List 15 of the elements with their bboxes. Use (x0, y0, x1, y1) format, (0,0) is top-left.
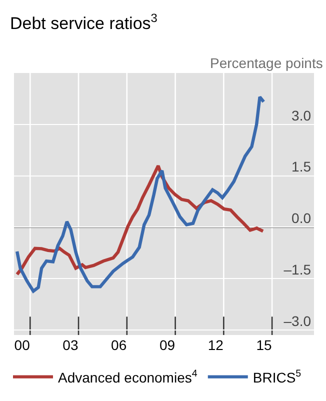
y-tick-label: 3.0 (292, 107, 312, 124)
y-tick-label: –3.0 (284, 312, 312, 329)
y-axis-title: Percentage points (210, 55, 323, 71)
y-tick-label: 0.0 (292, 210, 312, 226)
chart-title: Debt service ratios$^{3}$ (10, 11, 158, 34)
x-tick-label: 06 (111, 337, 127, 353)
x-tick-label: 00 (14, 337, 30, 353)
y-tick-label: –1.5 (284, 261, 312, 278)
x-tick-label: 03 (62, 337, 78, 353)
x-tick-label: 15 (256, 337, 272, 353)
y-tick-label: 1.5 (292, 158, 312, 175)
x-tick-label: 09 (159, 337, 176, 353)
legend-label: BRICS$^{5}$ (252, 368, 302, 386)
legend-label: Advanced economies$^{4}$ (58, 368, 198, 386)
x-tick-label: 12 (208, 337, 224, 353)
